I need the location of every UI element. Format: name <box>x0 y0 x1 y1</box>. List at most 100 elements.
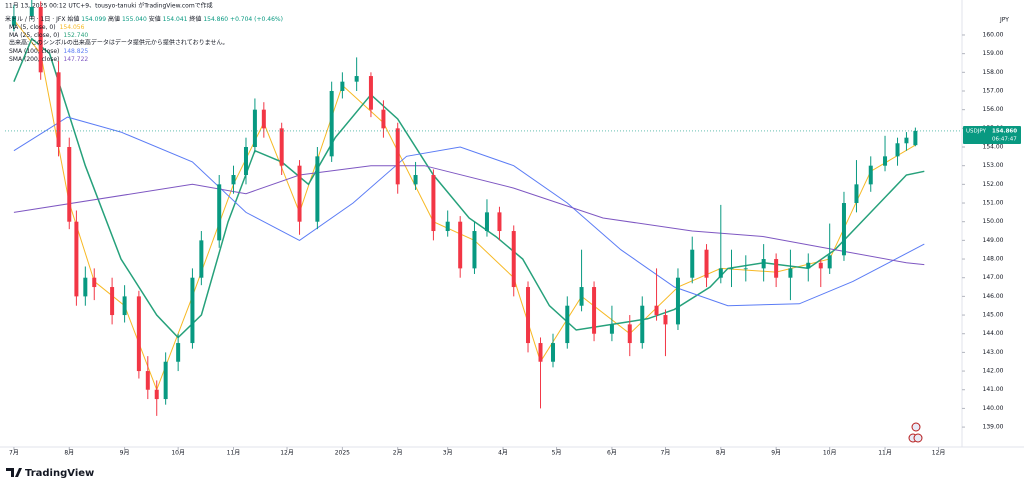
candle-body <box>329 90 334 157</box>
candle-body <box>913 130 918 146</box>
candle-body <box>818 262 823 269</box>
legend-value: 147.722 <box>63 56 88 63</box>
indicator-line <box>13 116 925 307</box>
ohlc-name: 始値 <box>67 15 79 23</box>
ohlc-value: 154.041 <box>163 16 188 23</box>
y-tick-label: 146.00 <box>983 293 1004 300</box>
candle-body <box>83 277 88 297</box>
legend-entry: SMA (100, close) 148.825 <box>9 48 88 55</box>
candles <box>11 0 918 416</box>
ohlc-name: 安値 <box>149 15 161 23</box>
symbol: 米ドル / 円 · 1日 · JFX <box>5 15 65 23</box>
candle-body <box>868 165 873 185</box>
legend-entry: SMA (200, close) 147.722 <box>9 56 88 63</box>
candle-body <box>297 165 302 222</box>
candle-body <box>592 287 597 334</box>
candle-body <box>774 259 779 278</box>
candle-body <box>609 324 614 334</box>
currency: JPY <box>999 17 1009 24</box>
candle-body <box>690 249 695 278</box>
legend-name: MA (25, close, 0) <box>9 32 59 39</box>
legend-value: 148.825 <box>63 48 88 55</box>
y-tick-label: 158.00 <box>983 69 1004 76</box>
candle-body <box>354 76 359 82</box>
candle-body <box>484 212 489 232</box>
candle-body <box>154 389 159 400</box>
candle-body <box>788 268 793 278</box>
volume-note: 出来高: このシンボルの出来高データはデータ提供元から提供されておりません。 <box>9 39 228 47</box>
y-tick-label: 159.00 <box>983 50 1004 57</box>
symbol-header: 米ドル / 円 · 1日 · JFX 始値 154.099 高値 155.040… <box>5 15 283 23</box>
x-tick-label: 4月 <box>498 450 508 457</box>
candle-body <box>895 143 900 157</box>
ohlc-value: 154.099 <box>81 16 106 23</box>
x-tick-label: 8月 <box>64 450 74 457</box>
watermark: TradingView <box>25 468 94 479</box>
logo: TradingView <box>6 468 94 479</box>
candle-body <box>163 361 168 400</box>
candle-body <box>497 212 502 232</box>
y-tick-label: 151.00 <box>983 200 1004 207</box>
candle-body <box>38 6 43 73</box>
candle-body <box>627 324 632 344</box>
y-tick-label: 140.00 <box>983 405 1004 412</box>
candle-body <box>704 249 709 278</box>
candle-body <box>743 268 748 270</box>
legend-entry: MA (5, close, 0) 154.056 <box>9 24 85 31</box>
x-tick-label: 10月 <box>171 450 185 457</box>
y-tick-label: 139.00 <box>983 424 1004 431</box>
candle-body <box>92 277 97 288</box>
y-tick-label: 153.00 <box>983 162 1004 169</box>
x-tick-label: 9月 <box>120 450 130 457</box>
y-tick-label: 143.00 <box>983 349 1004 356</box>
candle-body <box>640 305 645 344</box>
candle-body <box>190 277 195 344</box>
candle-body <box>381 109 386 129</box>
candle-body <box>315 156 320 222</box>
y-tick-label: 152.00 <box>983 181 1004 188</box>
candle-body <box>718 268 723 278</box>
candle-body <box>729 268 734 270</box>
candle-body <box>663 315 668 325</box>
candle-body <box>904 137 909 144</box>
candle-body <box>431 175 436 232</box>
candle-body <box>122 296 127 316</box>
legend-name: MA (5, close, 0) <box>9 24 56 31</box>
candle-body <box>231 175 236 185</box>
created-note: 11月 13, 2025 00:12 UTC+9、tousyo-tanuki が… <box>5 2 213 10</box>
x-tick-label: 7月 <box>661 450 671 457</box>
x-tick-label: 7月 <box>9 450 19 457</box>
candle-body <box>526 287 531 344</box>
candle-body <box>579 287 584 306</box>
ohlc-name: 高値 <box>108 15 120 23</box>
candle-body <box>883 156 888 166</box>
change: +0.704 (+0.46%) <box>230 16 283 23</box>
candle-body <box>252 109 257 148</box>
candle-body <box>654 305 659 316</box>
candle-body <box>243 147 248 176</box>
indicator-line <box>13 37 925 339</box>
ohlc-value: 155.040 <box>122 16 147 23</box>
x-tick-label: 12月 <box>932 450 946 457</box>
candle-body <box>854 184 859 204</box>
y-tick-label: 141.00 <box>983 386 1004 393</box>
candle-body <box>176 343 181 362</box>
candle-body <box>279 128 284 166</box>
candle-body <box>445 221 450 232</box>
candle-body <box>675 277 680 325</box>
candle-body <box>340 81 345 91</box>
y-tick-label: 156.00 <box>983 106 1004 113</box>
legend-name: SMA (200, close) <box>9 56 59 63</box>
candle-body <box>29 6 34 17</box>
x-tick-label: 6月 <box>607 450 617 457</box>
candle-body <box>74 221 79 297</box>
y-tick-label: 147.00 <box>983 274 1004 281</box>
y-tick-label: 144.00 <box>983 330 1004 337</box>
candle-body <box>827 255 832 269</box>
symbol-tag: USDJPY <box>966 128 987 134</box>
x-tick-label: 11月 <box>227 450 241 457</box>
y-tick-label: 145.00 <box>983 312 1004 319</box>
y-tick-label: 148.00 <box>983 256 1004 263</box>
